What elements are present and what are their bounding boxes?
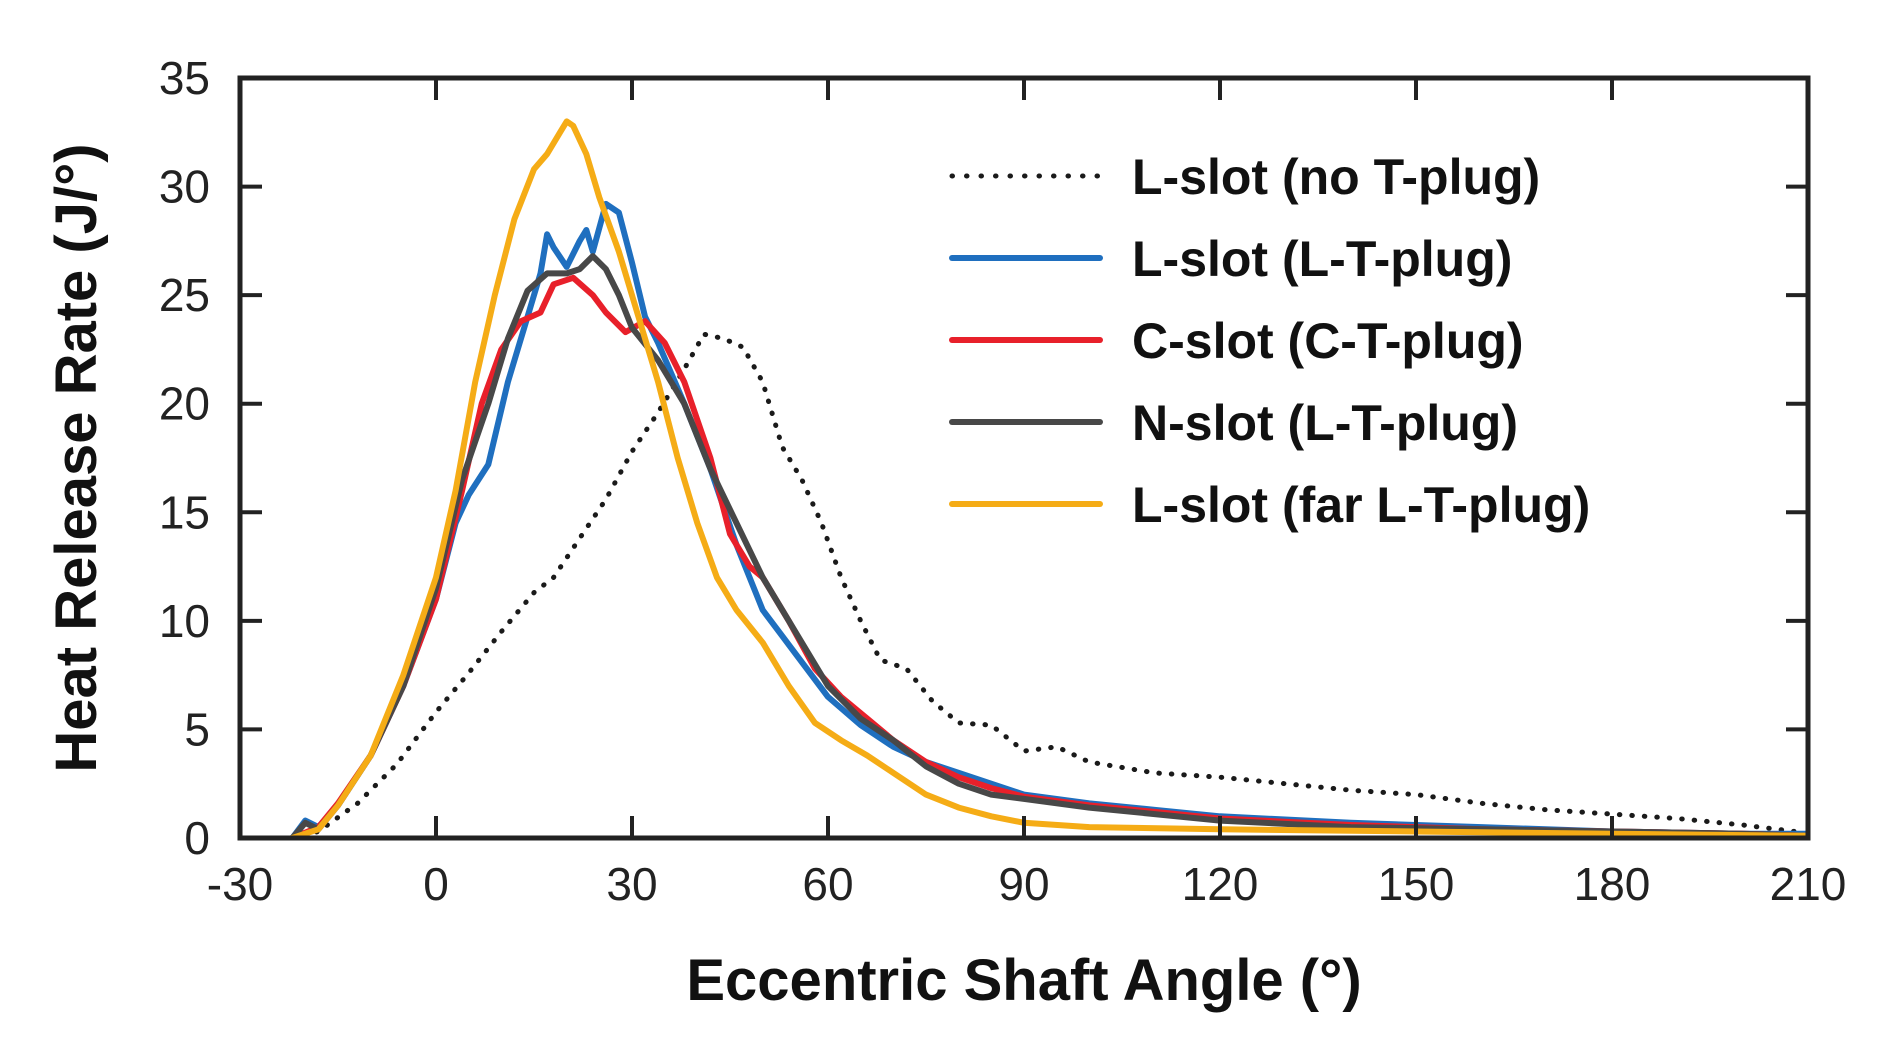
y-axis-title: Heat Release Rate (J/°) [44,143,109,772]
x-tick-label: 180 [1574,858,1651,910]
legend-label-2: L-slot (L-T-plug) [1132,231,1512,287]
x-tick-label: 150 [1378,858,1455,910]
x-tick-label: 90 [998,858,1049,910]
x-tick-label: 210 [1770,858,1847,910]
x-tick-label: 60 [802,858,853,910]
x-tick-label: 30 [606,858,657,910]
legend-label-4: N-slot (L-T-plug) [1132,395,1518,451]
legend-label-5: L-slot (far L-T-plug) [1132,477,1590,533]
legend-label-3: C-slot (C-T-plug) [1132,313,1524,369]
legend-label-1: L-slot (no T-plug) [1132,149,1540,205]
series-line-5 [289,118,1808,838]
y-tick-label: 20 [159,378,210,430]
x-tick-label: 0 [423,858,449,910]
x-axis-title: Eccentric Shaft Angle (°) [686,948,1361,1013]
series-line-3 [289,274,1808,838]
x-tick-label: 120 [1182,858,1259,910]
plot-frame [237,75,1811,841]
y-tick-label: 25 [159,269,210,321]
y-tick-label: 5 [184,703,210,755]
y-tick-label: 0 [184,812,210,864]
y-tick-label: 15 [159,486,210,538]
y-tick-label: 10 [159,595,210,647]
y-tick-label: 35 [159,52,210,104]
y-tick-label: 30 [159,161,210,213]
series-line-1 [289,331,1798,838]
x-tick-label: -30 [207,858,273,910]
